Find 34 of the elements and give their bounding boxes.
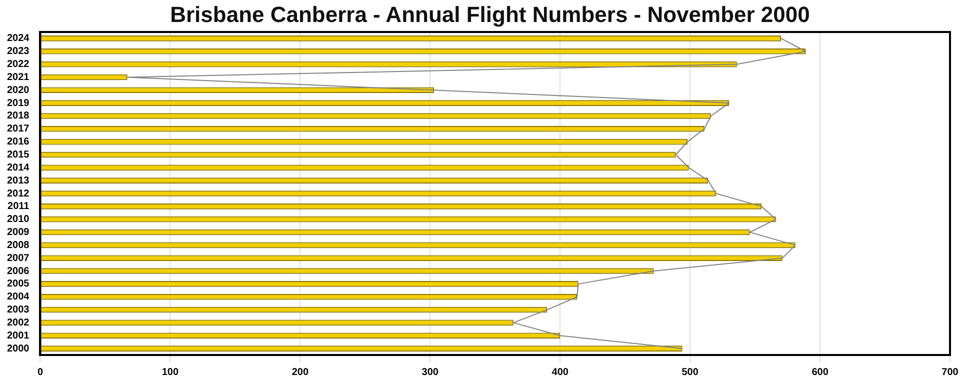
y-tick-label: 2018 (6, 110, 30, 122)
y-tick-label: 2001 (6, 330, 30, 342)
y-tick-label: 2021 (6, 72, 30, 83)
y-tick-label: 2002 (6, 317, 30, 328)
x-tick-label: 400 (552, 366, 569, 378)
y-tick-label: 2013 (6, 175, 30, 186)
y-tick-label: 2007 (6, 252, 30, 264)
x-tick-label: 600 (812, 366, 829, 378)
y-tick-label: 2011 (8, 201, 30, 212)
y-tick-label: 2012 (6, 188, 30, 200)
chart-title: Brisbane Canberra - Annual Flight Numbers - November 2000 (169, 2, 811, 28)
x-tick-label: 700 (942, 366, 959, 378)
y-tick-label: 2003 (6, 304, 30, 316)
y-tick-label: 2010 (6, 214, 30, 226)
y-tick-label: 2014 (6, 162, 30, 174)
y-tick-label: 2023 (6, 46, 30, 58)
x-tick-label: 100 (162, 366, 179, 378)
x-tick-label: 200 (292, 366, 309, 378)
y-tick-label: 2000 (6, 343, 30, 354)
y-tick-label: 2015 (6, 149, 30, 160)
x-tick-label: 500 (682, 366, 699, 378)
y-tick-label: 2008 (6, 240, 30, 251)
y-tick-label: 2009 (6, 227, 30, 238)
y-tick-label: 2006 (6, 266, 30, 277)
y-tick-label: 2017 (6, 124, 30, 135)
x-tick-label: 0 (37, 366, 44, 378)
y-tick-label: 2019 (6, 98, 30, 109)
y-tick-label: 2024 (6, 33, 30, 44)
y-tick-label: 2020 (6, 84, 30, 96)
y-tick-label: 2004 (6, 292, 30, 303)
y-tick-label: 2005 (6, 278, 30, 290)
x-tick-label: 300 (422, 366, 439, 378)
y-tick-label: 2016 (6, 136, 30, 148)
y-tick-label: 2022 (6, 59, 30, 70)
